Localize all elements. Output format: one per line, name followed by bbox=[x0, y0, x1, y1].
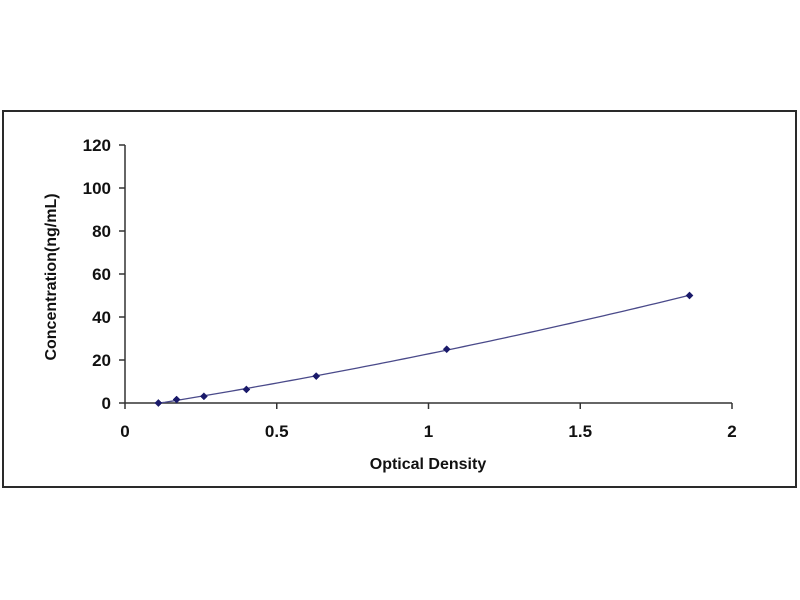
fit-curve bbox=[158, 294, 690, 404]
y-tick-label: 0 bbox=[102, 394, 111, 413]
x-tick-label: 1.5 bbox=[568, 422, 592, 441]
x-tick-label: 1 bbox=[424, 422, 433, 441]
axes bbox=[119, 144, 733, 409]
x-axis-title: Optical Density bbox=[370, 456, 487, 473]
data-points bbox=[154, 291, 694, 407]
y-tick-label: 20 bbox=[92, 351, 111, 370]
x-tick-label: 0 bbox=[120, 422, 129, 441]
data-point bbox=[242, 385, 251, 394]
y-tick-label: 100 bbox=[83, 179, 111, 198]
data-point bbox=[312, 372, 321, 381]
y-tick-label: 120 bbox=[83, 136, 111, 155]
y-axis-title: Concentration(ng/mL) bbox=[43, 193, 60, 360]
y-tick-label: 40 bbox=[92, 308, 111, 327]
data-point bbox=[172, 395, 181, 404]
data-point bbox=[154, 399, 163, 407]
fit-curve-line bbox=[158, 294, 690, 404]
chart-frame: 0 20 40 60 80 100 120 0 0.5 1 1.5 2 Optical Density… bbox=[2, 110, 797, 488]
data-point bbox=[685, 291, 694, 300]
tick-labels: 0 20 40 60 80 100 120 0 0.5 1 1.5 2 bbox=[83, 136, 737, 441]
data-point bbox=[199, 392, 208, 401]
chart-svg: 0 20 40 60 80 100 120 0 0.5 1 1.5 2 Optical Density… bbox=[43, 136, 737, 473]
x-tick-label: 0.5 bbox=[265, 422, 289, 441]
y-tick-label: 80 bbox=[92, 222, 111, 241]
data-point bbox=[442, 345, 451, 354]
y-tick-label: 60 bbox=[92, 265, 111, 284]
x-tick-label: 2 bbox=[727, 422, 736, 441]
